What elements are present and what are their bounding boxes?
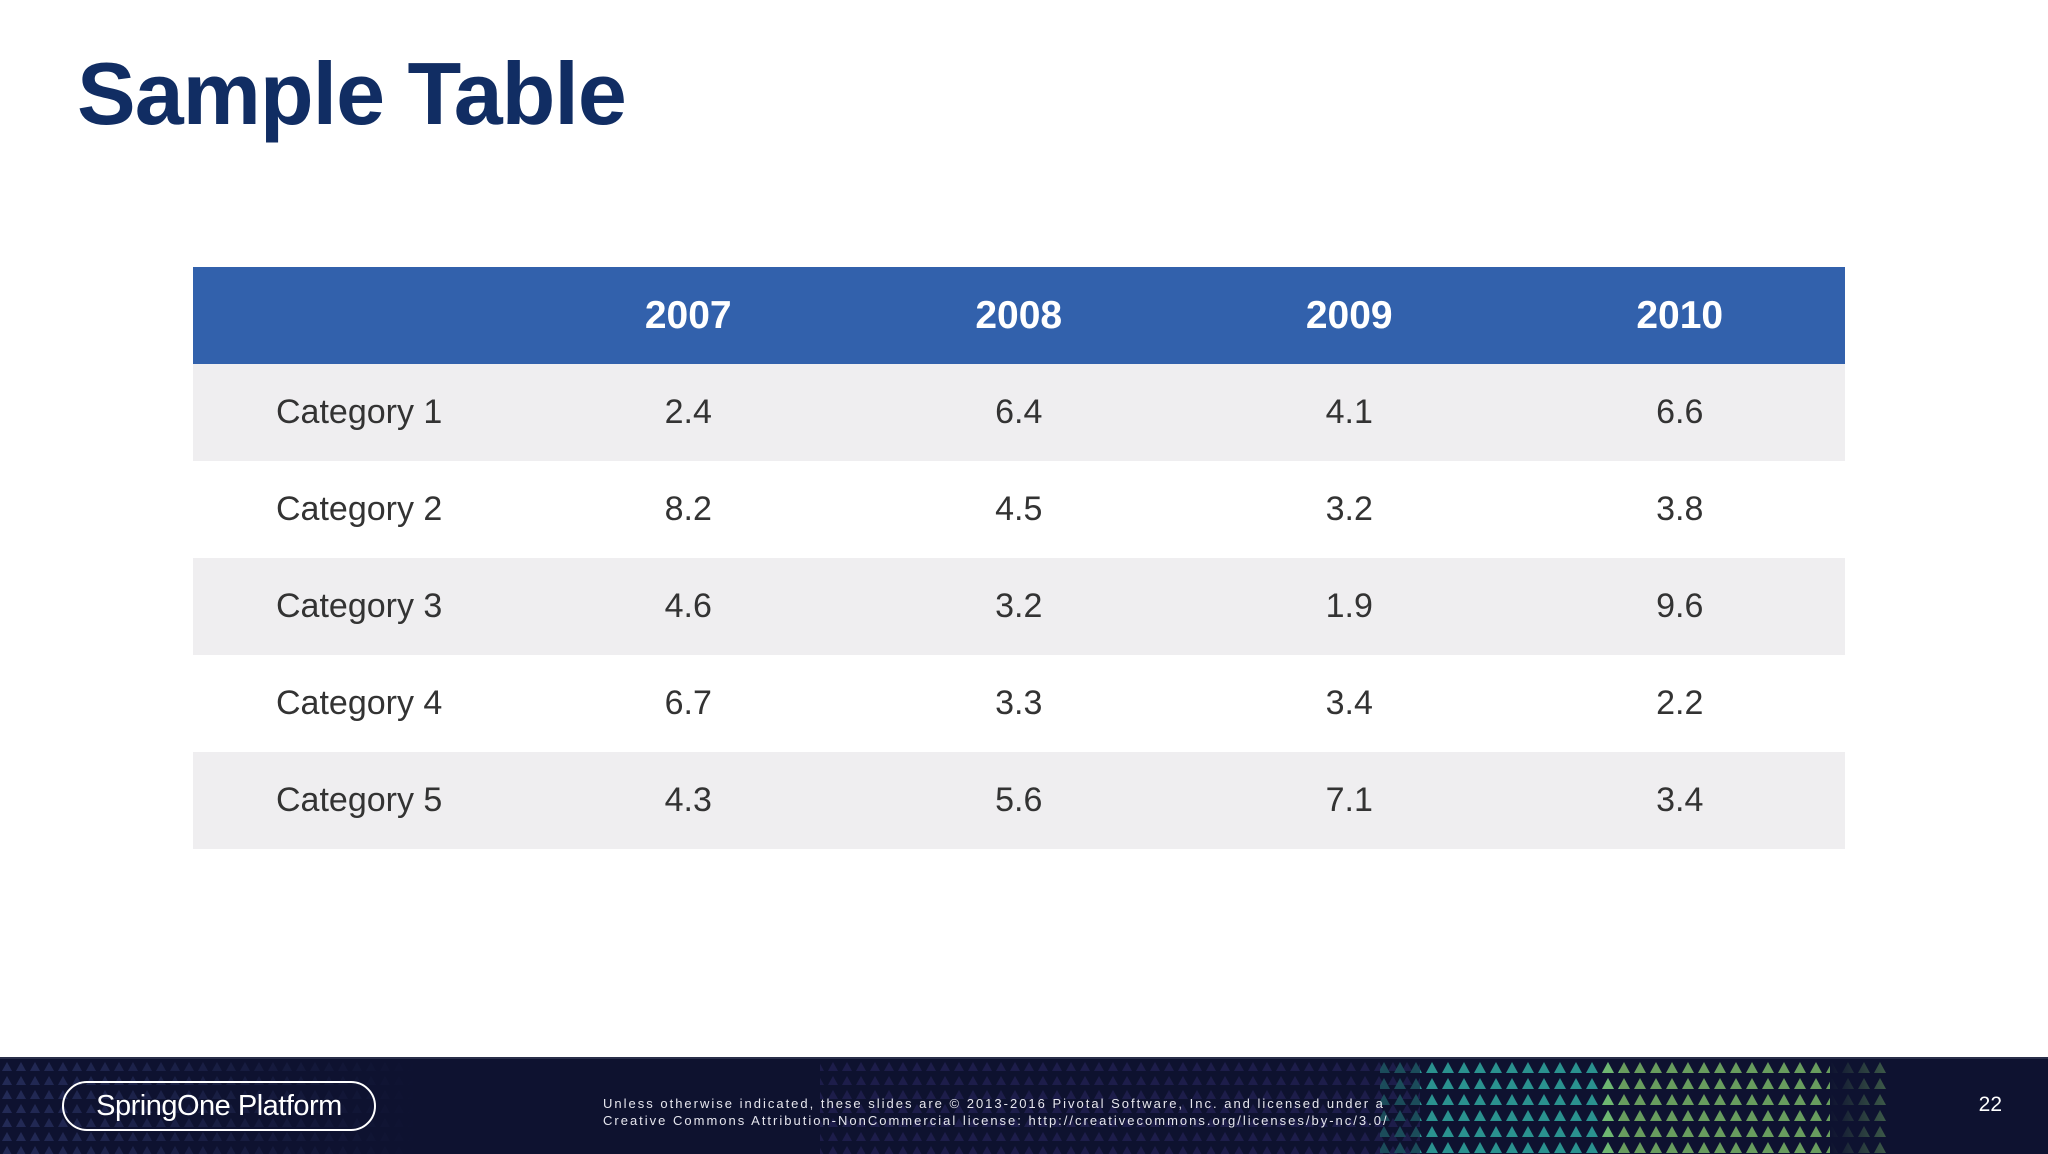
table-cell: 2.2 [1656, 684, 1704, 722]
table-cell: 4.6 [664, 587, 712, 625]
table-cell: 4.1 [1325, 393, 1373, 431]
table-cell: 9.6 [1656, 587, 1704, 625]
table-cell: 6.6 [1656, 393, 1704, 431]
header-cell-year: 2010 [1636, 293, 1724, 337]
header-cell-year: 2009 [1305, 293, 1393, 337]
table-row: Category 3 4.6 3.2 1.9 9.6 [193, 558, 1845, 655]
table-cell: 3.3 [995, 684, 1043, 722]
footer-pattern [0, 1059, 2048, 1154]
table-cell: 3.2 [995, 587, 1043, 625]
row-label: Category 5 [276, 781, 443, 819]
table-cell: 2.4 [664, 393, 712, 431]
table-cell: 6.7 [664, 684, 712, 722]
table-cell: 3.8 [1656, 490, 1704, 528]
row-label: Category 1 [276, 393, 443, 431]
footer-bar: SpringOne Platform Unless otherwise indi… [0, 1057, 2048, 1154]
slide-title: Sample Table [77, 44, 627, 143]
row-label: Category 3 [276, 587, 443, 625]
row-label: Category 4 [276, 684, 443, 722]
springone-logo: SpringOne Platform [62, 1081, 376, 1131]
table-body: Category 1 2.4 6.4 4.1 6.6 Category 2 8.… [193, 364, 1845, 849]
table-cell: 3.4 [1656, 781, 1704, 819]
row-label: Category 2 [276, 490, 443, 528]
table-header: 2007 2008 2009 2010 [193, 267, 1845, 364]
table-cell: 4.3 [664, 781, 712, 819]
sample-table: 2007 2008 2009 2010 Category 1 2.4 6.4 4… [193, 267, 1845, 849]
table-cell: 5.6 [995, 781, 1043, 819]
header-cell-corner [193, 267, 523, 364]
table-header-row: 2007 2008 2009 2010 [193, 267, 1845, 364]
table-cell: 3.2 [1325, 490, 1373, 528]
table-cell: 8.2 [664, 490, 712, 528]
table-cell: 7.1 [1325, 781, 1373, 819]
license-line: Creative Commons Attribution-NonCommerci… [603, 1113, 1389, 1128]
table-cell: 4.5 [995, 490, 1043, 528]
page-number: 22 [1978, 1093, 2002, 1116]
table-row: Category 2 8.2 4.5 3.2 3.8 [193, 461, 1845, 558]
table-row: Category 4 6.7 3.3 3.4 2.2 [193, 655, 1845, 752]
table-row: Category 1 2.4 6.4 4.1 6.6 [193, 364, 1845, 461]
license-line: Unless otherwise indicated, these slides… [603, 1096, 1385, 1111]
license-notice: Unless otherwise indicated, these slides… [603, 1095, 1389, 1129]
table-cell: 1.9 [1325, 587, 1373, 625]
table-row: Category 5 4.3 5.6 7.1 3.4 [193, 752, 1845, 849]
table-cell: 6.4 [995, 393, 1043, 431]
logo-text: SpringOne Platform [96, 1089, 342, 1122]
header-cell-year: 2008 [975, 293, 1063, 337]
header-cell-year: 2007 [644, 293, 732, 337]
table-cell: 3.4 [1325, 684, 1373, 722]
